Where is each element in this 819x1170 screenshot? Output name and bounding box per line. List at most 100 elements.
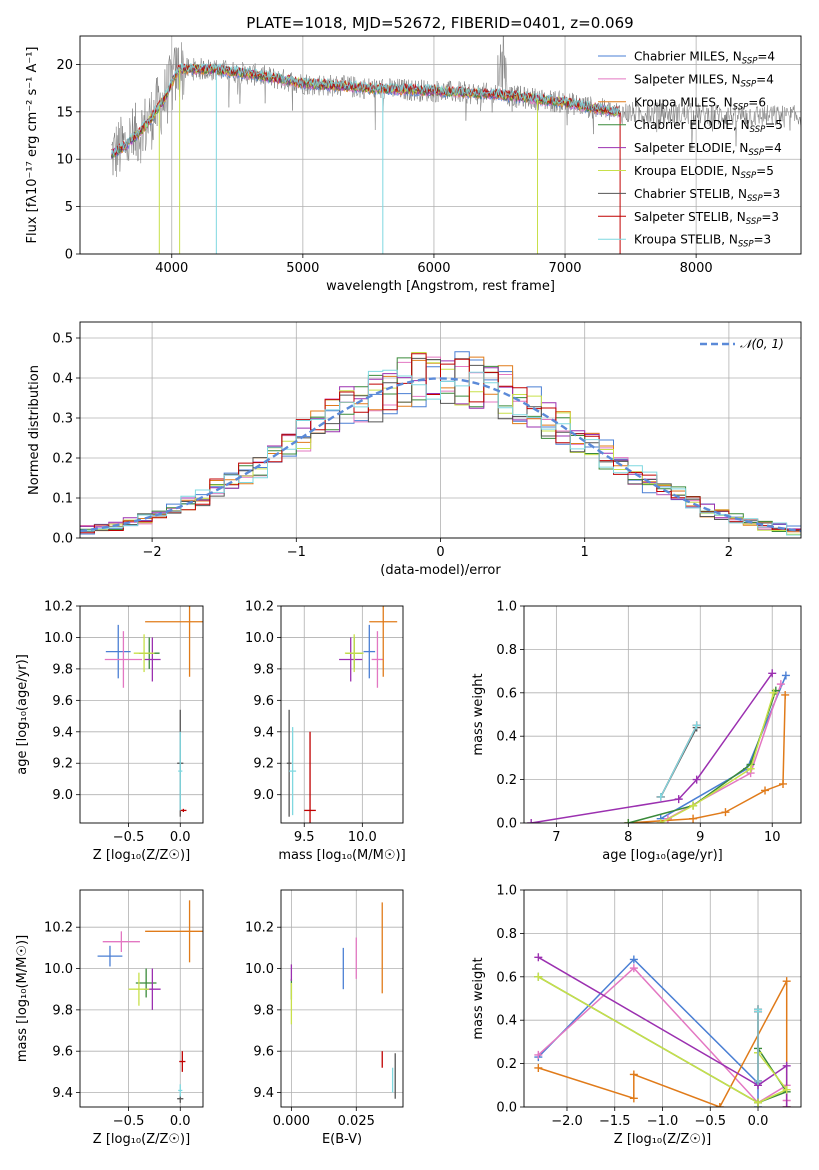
legend-label-6: Chabrier STELIB, NSSP=3 [634,187,780,204]
x-tick-label: −0.5 [113,830,145,845]
x-tick-label: −2.0 [551,1114,583,1129]
y-tick-label: 0.5 [52,332,73,347]
legend-label-8: Kroupa STELIB, NSSP=3 [634,233,771,250]
weight-marker [629,964,638,973]
spectrum-frame [79,35,802,255]
y-tick-label: 10.0 [44,631,73,646]
model-spectrum-0 [111,65,620,159]
x-tick-label: −0.5 [694,1114,726,1129]
legend-label-3: Chabrier ELODIE, NSSP=5 [634,118,783,135]
mass-vs-ebv-axes: 0.000 0.025 9.4 9.6 9.8 10.0 10.2 E(B-V) [245,889,404,1147]
x-tick-label: −0.5 [113,1114,145,1129]
gaussian-legend-label: 𝒩(0, 1) [740,337,784,351]
y-tick-label: 0.0 [52,532,73,547]
y-axis-label: age [log₁₀(age/yr)] [15,654,30,775]
y-tick-label: 0.4 [496,1014,517,1029]
weight-marker [656,819,665,823]
weight-marker [769,688,778,697]
weight-line-4 [531,672,773,823]
weight-marker [534,1050,543,1059]
model-spectrum-5 [111,63,620,157]
y-tick-label: 0.2 [496,1057,517,1072]
y-tick-label: 10.2 [245,921,274,936]
x-tick-label: 2 [725,545,733,560]
x-tick-label: 8000 [680,261,713,276]
legend-label-4: Salpeter ELODIE, NSSP=4 [634,141,782,158]
x-axis-label: mass [log₁₀(M/M☉)] [278,848,405,863]
model-spectrum-6 [111,64,621,158]
weight-marker [527,819,536,823]
y-tick-label: 9.4 [52,725,73,740]
y-tick-label: 0.4 [496,730,517,745]
weight-marker [754,1098,763,1107]
weight-marker [656,792,665,801]
weight-line-8 [660,725,698,798]
x-tick-label: 0.0 [170,1114,191,1129]
spectrum-plot-area [111,36,801,254]
weight-marker [754,1005,763,1014]
y-tick-label: 0.2 [52,452,73,467]
weight-line-0 [537,958,759,1107]
weight-marker [629,1070,638,1079]
x-tick-label: 9 [696,830,704,845]
y-tick-label: 0 [65,248,73,263]
x-axis-label: age [log₁₀(age/yr)] [602,848,723,863]
legend-label-0: Chabrier MILES, NSSP=4 [634,50,775,67]
residuals-frame [79,321,802,539]
mass-vs-Z-plot-area [97,900,203,1103]
weight-marker [624,819,633,823]
y-tick-label: 0.6 [496,970,517,985]
x-tick-label: 10 [764,830,781,845]
weight-marker [629,955,638,964]
spectrum-axes: 4000 5000 6000 7000 8000 0 5 10 15 20 wavelength [… [25,35,802,294]
weight-line-2 [538,980,788,1107]
y-tick-label: 0.0 [496,1101,517,1116]
model-spectrum-8 [111,62,621,157]
weight-vs-age-axes: 7 8 9 10 0.0 0.2 0.4 0.6 0.8 1.0 age [log₁₀(age/yr… [471,600,802,863]
age-vs-Z-plot-area [104,606,203,817]
age-vs-mass-frame [280,605,404,824]
y-tick-label: 9.0 [52,788,73,803]
weight-marker [782,977,791,986]
x-axis-label: Z [log₁₀(Z/Z☉)] [93,1132,190,1147]
y-tick-label: 9.8 [52,1003,73,1018]
weight-marker [768,669,777,678]
weight-marker [776,680,785,689]
age-vs-mass-axes: 9.5 10.0 9.0 9.2 9.4 9.6 9.8 10.0 10.2 mass [log₁… [245,600,406,864]
y-tick-label: 10 [56,153,73,168]
weight-marker [629,1094,638,1103]
y-tick-label: 9.2 [253,757,274,772]
x-tick-label: 10.0 [348,830,377,845]
y-tick-label: 0.8 [496,643,517,658]
weight-marker [534,953,543,962]
y-tick-label: 0.6 [496,686,517,701]
weight-vs-age-plot-area [527,669,790,823]
weight-marker [746,764,755,773]
y-axis-label: mass [log₁₀(M/M☉)] [15,935,30,1062]
weight-marker [674,795,683,804]
y-tick-label: 0.3 [52,412,73,427]
y-tick-label: 9.4 [52,1086,73,1101]
weight-marker [779,779,788,788]
mass-vs-ebv-frame [280,889,404,1108]
y-axis-label: Flux [fλ10⁻¹⁷ erg cm⁻² s⁻¹ A⁻¹] [25,47,40,244]
weight-vs-Z-plot-area [534,953,791,1107]
x-tick-label: −1 [287,545,306,560]
x-tick-label: 6000 [417,261,450,276]
y-tick-label: 1.0 [496,600,517,615]
legend-label-7: Salpeter STELIB, NSSP=3 [634,210,779,227]
y-tick-label: 10.0 [245,631,274,646]
y-tick-label: 9.4 [253,725,274,740]
legend-label-1: Salpeter MILES, NSSP=4 [634,72,774,89]
x-tick-label: 1 [581,545,589,560]
x-tick-label: 9.5 [294,830,315,845]
weight-marker [692,775,701,784]
residuals-plot-area [80,351,801,536]
x-tick-label: 8 [624,830,632,845]
x-tick-label: 0.000 [273,1114,310,1129]
weight-marker [781,671,790,680]
y-tick-label: 15 [56,105,73,120]
model-spectrum-7 [111,63,620,157]
